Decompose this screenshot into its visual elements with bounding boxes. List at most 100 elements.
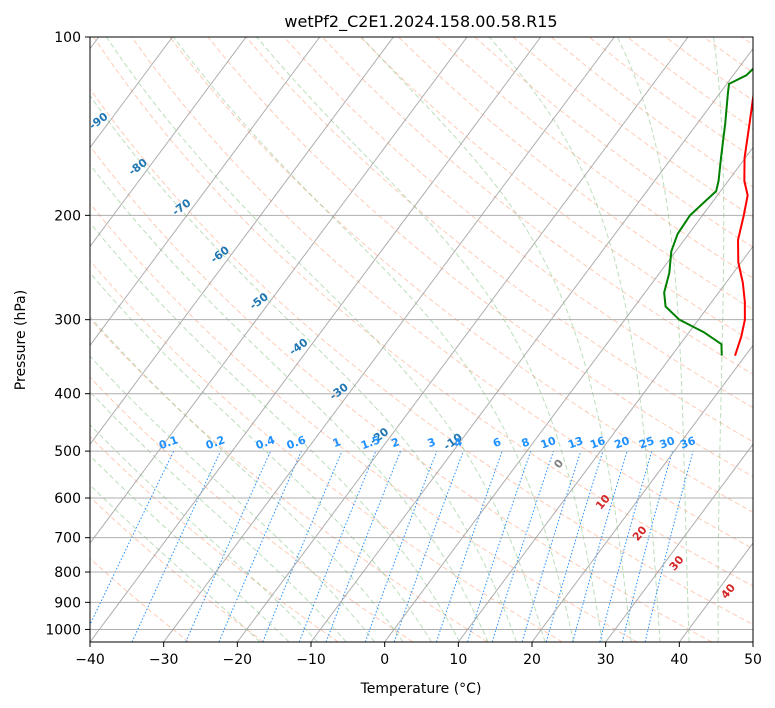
mixing-ratio-label: 10 [539, 434, 558, 452]
moist-adiabat-line [105, 37, 546, 642]
x-tick-label: 0 [380, 652, 389, 668]
mixing-ratio-label: 2 [390, 435, 402, 450]
moist-adiabat-line [90, 454, 290, 642]
dry-adiabat-line [131, 37, 753, 550]
y-tick-label: 300 [54, 313, 81, 329]
y-tick-label: 800 [54, 565, 81, 581]
dry-adiabat-line [398, 37, 753, 311]
mixing-ratio-line [298, 450, 377, 642]
isotherm-line [531, 344, 753, 642]
x-axis-label: Temperature (°C) [360, 681, 482, 697]
mixing-ratio-label: 8 [520, 435, 532, 450]
mixing-ratio-line [131, 450, 222, 642]
mixing-ratio-label: 16 [588, 434, 607, 452]
mixing-ratio-label: 6 [491, 435, 503, 450]
isotherm-line [90, 37, 394, 446]
moist-adiabat-line [90, 484, 261, 642]
dry-adiabat-line [169, 37, 753, 513]
isotherm-line [457, 245, 753, 642]
dry-adiabat-line [90, 435, 339, 642]
moist-adiabat-line [90, 391, 347, 642]
x-tick-label: 20 [523, 652, 541, 668]
dry-adiabat-line [245, 37, 753, 443]
moist-adiabat-line [713, 37, 725, 642]
dry-adiabat-line [90, 202, 638, 642]
isotherm-line [90, 37, 468, 544]
isotherm-line [90, 37, 247, 248]
mixing-ratio-line [262, 450, 343, 642]
dry-adiabat-line [90, 88, 753, 626]
mixing-ratio-labels: 0.1 0.2 0.4 0.6 1 1.5 2 3 4 6 8 10 13 16 20 25 30 36 [157, 433, 697, 452]
x-tick-label: −40 [75, 652, 105, 668]
y-tick-label: 200 [54, 208, 81, 224]
y-tick-label: 500 [54, 444, 81, 460]
moist-adiabat-line [90, 272, 432, 642]
moist-adiabat-line [256, 37, 603, 642]
mixing-ratio-label: 4 [452, 435, 464, 450]
mixing-ratio-label: 0.6 [285, 433, 308, 452]
mixing-ratio-label: 3 [426, 435, 438, 450]
mixing-ratio-line [545, 450, 604, 642]
dry-adiabat-line [90, 260, 563, 642]
moist-adiabat-line [616, 37, 690, 642]
x-tick-label: 40 [670, 652, 688, 668]
y-axis-label: Pressure (hPa) [13, 290, 29, 390]
mixing-ratio-line [467, 450, 532, 642]
mixing-ratio-label: 0.2 [204, 433, 227, 452]
mixing-ratio-label: 20 [613, 434, 632, 452]
isotherm-line [90, 37, 542, 642]
profile-series [663, 67, 753, 356]
mixing-ratio-line [572, 450, 628, 642]
isotherm-line [605, 443, 753, 642]
isotherm-line [384, 146, 753, 642]
moist-adiabat-line [90, 222, 461, 642]
mixing-ratio-line [435, 450, 503, 642]
isotherm-grid [90, 37, 753, 642]
mixing-ratio-line [364, 450, 438, 642]
mixing-ratio-line [621, 450, 673, 642]
isotherm-line [236, 37, 689, 642]
mixing-ratio-line [325, 450, 402, 642]
dry-adiabat-line [90, 145, 712, 642]
plot-frame [89, 36, 754, 643]
mixing-ratio-line [521, 450, 582, 642]
mixing-ratio-lines [90, 450, 694, 642]
moist-adiabat-line [361, 37, 632, 642]
x-tick-label: −20 [223, 652, 253, 668]
y-tick-label: 600 [54, 491, 81, 507]
mixing-ratio-label: 13 [566, 434, 585, 451]
y-tick-label: 900 [54, 595, 81, 611]
y-axis: 100 200 300 400 500 600 700 800 900 1000 [45, 30, 90, 638]
chart-title: wetPf2_C2E1.2024.158.00.58.R15 [284, 12, 557, 32]
isotherm-line [90, 37, 321, 347]
x-tick-label: −30 [149, 652, 179, 668]
x-tick-label: 30 [597, 652, 615, 668]
mixing-ratio-label: 1.5 [359, 433, 382, 452]
isotherm-line [310, 47, 753, 642]
moist-adiabat-line [90, 355, 376, 642]
dry-adiabats [90, 37, 753, 642]
mixing-ratio-label: 0.4 [254, 433, 277, 452]
pressure-grid [90, 37, 753, 630]
y-tick-label: 1000 [45, 622, 81, 638]
temperature-line [734, 82, 753, 356]
y-tick-label: 700 [54, 531, 81, 547]
dry-adiabat-line [90, 317, 488, 642]
isotherm-line [90, 37, 173, 149]
mixing-ratio-label: 30 [658, 434, 677, 452]
y-tick-label: 100 [54, 30, 81, 46]
moist-adiabat-line [90, 316, 404, 642]
dewpoint-line [663, 67, 753, 356]
mixing-ratio-line [218, 450, 302, 642]
isotherm-line [163, 37, 615, 642]
moist-adiabats [90, 37, 725, 642]
mixing-ratio-label: 36 [679, 434, 698, 452]
moist-adiabat-line [488, 37, 661, 642]
mixing-ratio-label: 25 [637, 434, 656, 451]
moist-adiabat-line [172, 37, 575, 642]
x-tick-label: 10 [449, 652, 467, 668]
dry-adiabat-line [283, 37, 753, 409]
mixing-ratio-label: 0.1 [157, 433, 180, 452]
